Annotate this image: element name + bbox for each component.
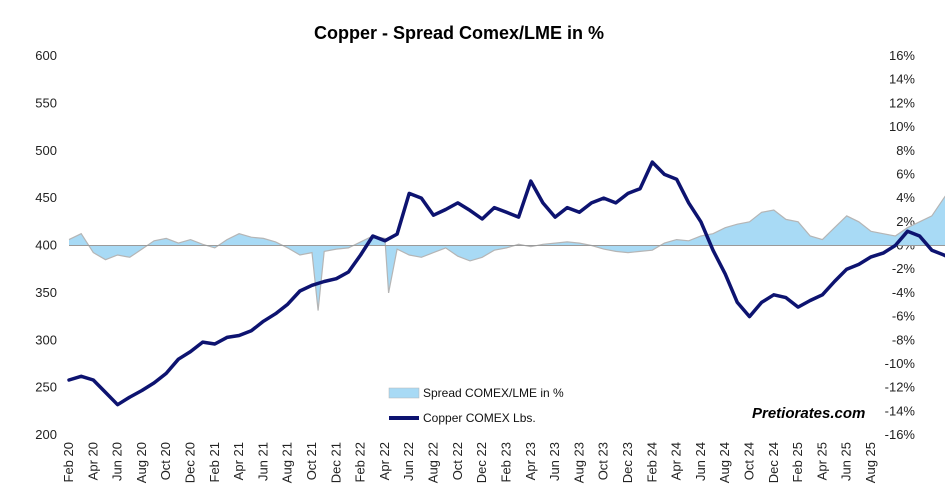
x-tick-label: Apr 23 <box>523 442 538 480</box>
left-axis: 200 250 300 350 400 450 500 550 600 <box>35 48 57 442</box>
y-left-tick-label: 500 <box>35 143 57 158</box>
x-tick-label: Jun 25 <box>839 442 854 481</box>
y-right-tick-label: 6% <box>896 166 915 181</box>
y-right-tick-label: -10% <box>885 356 916 371</box>
x-tick-label: Oct 21 <box>304 442 319 480</box>
y-left-tick-label: 350 <box>35 285 57 300</box>
legend-label-spread: Spread COMEX/LME in % <box>423 386 564 400</box>
x-tick-label: Dec 22 <box>474 442 489 483</box>
y-right-tick-label: -14% <box>885 403 916 418</box>
x-tick-label: Apr 22 <box>377 442 392 480</box>
y-right-tick-label: 8% <box>896 143 915 158</box>
x-tick-label: Apr 25 <box>814 442 829 480</box>
y-right-tick-label: 12% <box>889 95 915 110</box>
x-tick-label: Oct 24 <box>741 442 756 480</box>
y-left-tick-label: 450 <box>35 190 57 205</box>
x-tick-label: Apr 20 <box>85 442 100 480</box>
x-tick-label: Aug 23 <box>571 442 586 483</box>
y-right-tick-label: -4% <box>892 285 916 300</box>
x-tick-label: Oct 22 <box>450 442 465 480</box>
x-tick-label: Jun 23 <box>547 442 562 481</box>
x-tick-label: Apr 24 <box>669 442 684 480</box>
x-tick-label: Oct 20 <box>158 442 173 480</box>
y-left-tick-label: 550 <box>35 95 57 110</box>
x-tick-label: Aug 20 <box>134 442 149 483</box>
x-tick-label: Jun 20 <box>110 442 125 481</box>
copper-comex-line <box>67 160 945 407</box>
legend-label-copper: Copper COMEX Lbs. <box>423 411 536 425</box>
x-tick-label: Dec 20 <box>183 442 198 483</box>
x-tick-label: Dec 24 <box>766 442 781 483</box>
chart-title: Copper - Spread Comex/LME in % <box>314 23 604 43</box>
y-right-tick-label: -6% <box>892 309 916 324</box>
x-tick-label: Dec 21 <box>328 442 343 483</box>
y-right-tick-label: 4% <box>896 190 915 205</box>
y-right-tick-label: 2% <box>896 214 915 229</box>
x-tick-label: Aug 25 <box>863 442 878 483</box>
x-tick-label: Feb 20 <box>61 442 76 482</box>
spread-area <box>69 196 945 311</box>
x-tick-label: Aug 21 <box>280 442 295 483</box>
x-tick-label: Aug 22 <box>426 442 441 483</box>
watermark-pretiorates: Pretiorates.com <box>752 405 865 422</box>
y-right-tick-label: 14% <box>889 72 915 87</box>
y-right-tick-label: -2% <box>892 261 916 276</box>
x-tick-label: Feb 21 <box>207 442 222 482</box>
x-tick-label: Feb 24 <box>644 442 659 482</box>
x-tick-label: Aug 24 <box>717 442 732 483</box>
x-tick-label: Jun 22 <box>401 442 416 481</box>
x-tick-label: Apr 21 <box>231 442 246 480</box>
y-right-tick-label: -16% <box>885 427 916 442</box>
x-tick-label: Feb 23 <box>498 442 513 482</box>
x-tick-label: Jun 24 <box>693 442 708 481</box>
x-axis: Feb 20 Apr 20 Jun 20 Aug 20 Oct 20 Dec 20 Feb … <box>61 442 878 483</box>
y-right-tick-label: 16% <box>889 48 915 63</box>
spread-outline <box>68 195 945 311</box>
y-right-tick-label: -8% <box>892 332 916 347</box>
x-tick-label: Jun 21 <box>255 442 270 481</box>
y-left-tick-label: 250 <box>35 380 57 395</box>
legend-swatch-spread <box>388 387 420 399</box>
x-tick-label: Dec 23 <box>620 442 635 483</box>
y-left-tick-label: 200 <box>35 427 57 442</box>
x-tick-label: Feb 22 <box>353 442 368 482</box>
x-tick-label: Feb 25 <box>790 442 805 482</box>
series-layer <box>67 160 945 407</box>
y-right-tick-label: 10% <box>889 119 915 134</box>
legend: Spread COMEX/LME in % Copper COMEX Lbs. <box>388 386 564 425</box>
y-right-tick-label: -12% <box>885 380 916 395</box>
y-left-tick-label: 300 <box>35 332 57 347</box>
y-left-tick-label: 600 <box>35 48 57 63</box>
y-left-tick-label: 400 <box>35 238 57 253</box>
x-tick-label: Oct 23 <box>596 442 611 480</box>
